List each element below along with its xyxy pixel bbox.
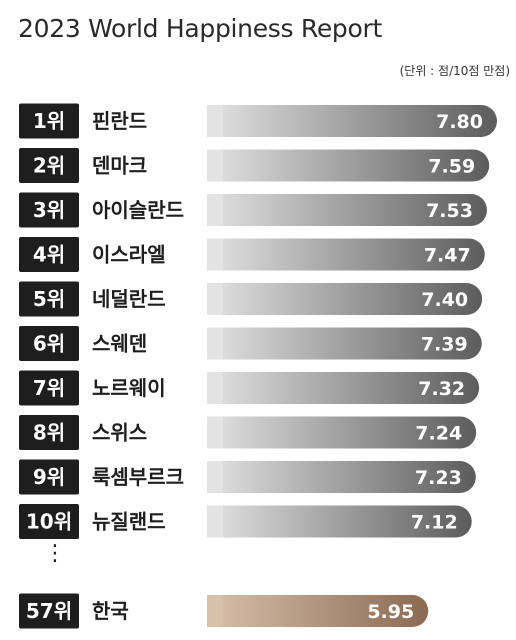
rank-label: 7위 [33,376,65,400]
rank-label: 1위 [33,109,65,133]
bar-left-edge [207,372,223,404]
bar-row: 8위 스위스 7.24 [19,415,477,450]
unit-note: (단위 : 점/10점 만점) [399,64,510,78]
value-label: 7.40 [421,289,468,311]
bar-row: 1위 핀란드 7.80 [19,103,497,139]
bar-left-edge [207,194,223,226]
bar [207,283,483,315]
bar [207,194,487,226]
bar-left-edge [207,416,223,449]
rank-badge [19,237,79,272]
bar-row: 6위 스웨덴 7.39 [19,326,482,361]
value-label: 7.80 [436,111,483,133]
bar [207,595,429,627]
bar-left-edge [207,238,223,271]
bar-left-edge [207,461,223,493]
rank-badge [19,370,79,406]
value-label: 7.23 [415,467,462,489]
rank-label: 10위 [26,510,72,534]
country-label: 아이슬란드 [92,198,184,222]
bar-row: 4위 이스라엘 7.47 [19,237,485,272]
rank-badge [19,148,79,183]
country-label: 스웨덴 [92,332,147,356]
country-label: 네덜란드 [92,287,166,311]
rank-label: 5위 [33,287,65,311]
bar [207,461,476,493]
bar-row: 3위 아이슬란드 7.53 [19,192,487,228]
country-label: 룩셈부르크 [92,465,184,489]
rank-label: 4위 [33,243,65,267]
rank-label: 9위 [33,465,65,489]
rank-label: 57위 [26,599,72,623]
country-label: 스위스 [92,421,147,445]
value-label: 7.47 [424,245,471,267]
rank-badge [19,281,79,317]
rank-label: 8위 [33,421,65,445]
bar [207,372,480,404]
value-label: 7.12 [411,512,458,534]
rank-label: 6위 [33,332,65,356]
bar [207,416,477,449]
rank-badge [19,593,79,629]
bar-row: 9위 룩셈부르크 7.23 [19,459,476,495]
rank-badge [19,103,79,139]
bar-left-edge [207,595,223,627]
rank-badge [19,459,79,495]
highlight-row: 57위 한국 5.95 [19,593,429,629]
ellipsis-separator: ⋮ [44,541,66,566]
value-label: 7.39 [421,334,468,356]
bar-left-edge [207,105,223,137]
bar-left-edge [207,327,223,360]
rank-badge [19,192,79,228]
bar [207,505,472,538]
country-label: 핀란드 [92,109,147,133]
country-label: 이스라엘 [92,243,166,267]
bar-row: 2위 덴마크 7.59 [19,148,490,183]
value-label: 5.95 [367,601,414,623]
bar [207,149,490,182]
bar-row: 10위 뉴질랜드 7.12 [19,504,472,539]
bar-left-edge [207,149,223,182]
country-label: 한국 [92,599,129,623]
bar-row: 7위 노르웨이 7.32 [19,370,480,406]
bar-left-edge [207,505,223,538]
bar-left-edge [207,283,223,315]
value-label: 7.59 [428,156,475,178]
country-label: 뉴질랜드 [92,510,166,534]
country-label: 덴마크 [92,154,147,178]
value-label: 7.32 [418,378,465,400]
bar [207,238,485,271]
rank-badge [19,415,79,450]
bar [207,105,497,137]
value-label: 7.53 [426,200,473,222]
rank-badge [19,504,79,539]
bar [207,327,482,360]
bar-row: 5위 네덜란드 7.40 [19,281,483,317]
value-label: 7.24 [415,423,462,445]
country-label: 노르웨이 [92,376,166,400]
rank-label: 2위 [33,154,65,178]
chart-title: 2023 World Happiness Report [18,14,382,43]
rank-badge [19,326,79,361]
rank-label: 3위 [33,198,65,222]
